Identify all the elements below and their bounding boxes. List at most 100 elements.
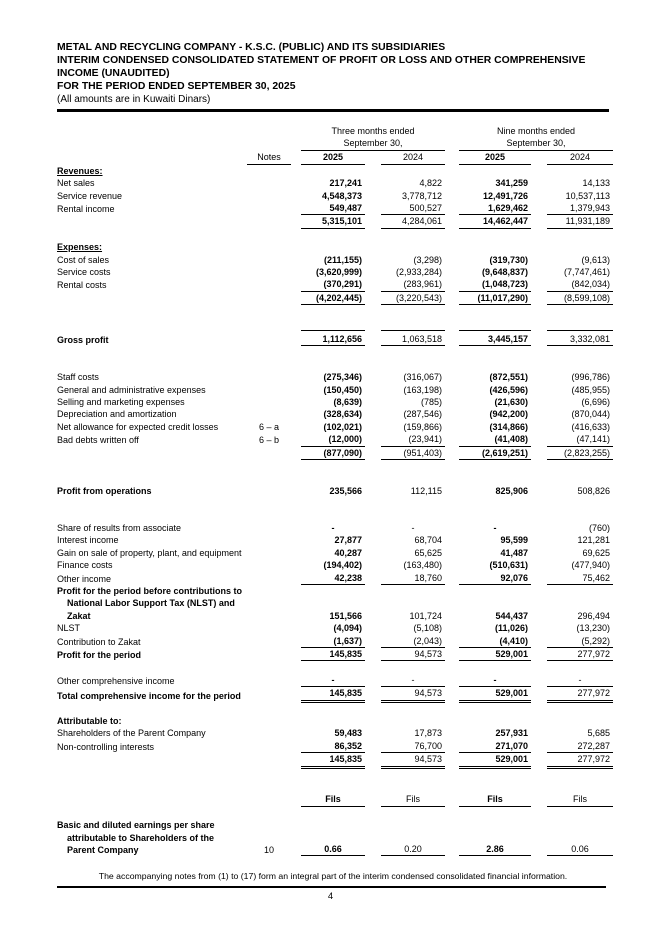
value-cell: (842,034)	[547, 278, 613, 292]
value-cell: (8,599,108)	[547, 292, 613, 306]
table-row: Gross profit 1,112,656 1,063,518 3,445,157 3…	[57, 329, 613, 347]
value-cell: (3,620,999)	[315, 266, 362, 277]
row-label: Total comprehensive income for the perio…	[57, 691, 241, 702]
value-cell: 3,445,157	[459, 329, 531, 347]
value-cell: (8,639)	[333, 396, 362, 407]
value-cell: 529,001	[459, 687, 531, 703]
table-row: Revenues:	[57, 165, 609, 177]
table-row: (4,202,445) (3,220,543) (11,017,290) (8,599…	[57, 292, 613, 306]
spacer-row	[57, 661, 609, 673]
table-row: Gain on sale of property, plant, and equ…	[57, 547, 610, 559]
value-cell: 1,379,943	[547, 202, 613, 216]
value-cell: 94,573	[381, 648, 445, 662]
value-cell: (760)	[588, 522, 610, 533]
value-cell: 1,063,518	[381, 329, 445, 347]
note-reference: 10	[263, 845, 274, 856]
value-cell: 121,281	[577, 535, 610, 546]
column-group-nine-months: Nine months ended September 30,	[459, 125, 613, 152]
value-cell: 151,566	[329, 610, 362, 621]
row-label: Net allowance for expected credit losses	[57, 421, 219, 432]
value-cell: (211,155)	[323, 254, 362, 265]
value-cell: (872,551)	[489, 372, 528, 383]
value-cell: (416,633)	[571, 421, 610, 432]
table-row: Non-controlling interests 86,352 76,700 271…	[57, 740, 613, 754]
row-label: Service revenue	[57, 190, 123, 201]
year-header-2025-9m: 2025	[459, 151, 531, 165]
value-cell: (287,546)	[403, 409, 442, 420]
table-row: Profit for the period before contributio…	[57, 585, 610, 622]
value-cell: (47,141)	[547, 433, 613, 447]
value-cell: 145,835	[301, 687, 365, 703]
row-label: Profit for the period before contributio…	[57, 585, 245, 622]
spacer-row	[57, 497, 609, 509]
row-label: Cost of sales	[57, 254, 110, 265]
value-cell: (11,026)	[494, 623, 528, 634]
value-cell: 65,625	[414, 547, 442, 558]
value-cell: (477,940)	[571, 560, 610, 571]
value-cell: (9,648,837)	[481, 266, 528, 277]
spacer-row	[57, 359, 609, 371]
value-cell: 94,573	[381, 753, 445, 769]
value-cell: 296,494	[577, 610, 610, 621]
value-cell: 235,566	[329, 485, 362, 496]
table-row: Profit from operations 235,566 112,115 825,…	[57, 485, 610, 497]
value-cell: 94,573	[381, 687, 445, 703]
notes-column-header: Notes	[247, 151, 291, 165]
row-label: Contribution to Zakat	[57, 636, 141, 647]
row-label: Depreciation and amortization	[57, 409, 177, 420]
value-cell: (1,637)	[301, 635, 365, 649]
value-cell: 4,548,373	[321, 190, 362, 201]
spacer-row	[57, 807, 609, 819]
value-cell: 5,315,101	[301, 215, 365, 229]
value-cell: (510,631)	[489, 560, 528, 571]
value-cell: (41,408)	[459, 433, 531, 447]
value-cell: (316,067)	[403, 372, 442, 383]
currency-note: (All amounts are in Kuwaiti Dinars)	[57, 94, 211, 105]
value-cell: 95,599	[500, 535, 528, 546]
group-subtitle: September 30,	[459, 137, 613, 152]
year-header-2024-3m: 2024	[381, 151, 445, 165]
document-header: METAL AND RECYCLING COMPANY - K.S.C. (PU…	[57, 41, 609, 106]
table-row: Service revenue 4,548,373 3,778,712 12,491,…	[57, 190, 610, 202]
spacer-row	[57, 460, 609, 472]
table-row: Selling and marketing expenses (8,639) (78…	[57, 396, 610, 408]
table-row: Fils Fils Fils Fils	[57, 793, 613, 807]
table-row: Expenses:	[57, 241, 609, 253]
table-row: Attributable to:	[57, 715, 609, 727]
spacer-row	[57, 703, 609, 715]
section-label: Revenues:	[57, 165, 103, 176]
label-line: Profit for the period before contributio…	[57, 585, 242, 596]
value-cell: Fils	[547, 793, 613, 807]
value-cell: 17,873	[414, 728, 442, 739]
note-reference: 6 – a	[258, 421, 280, 432]
value-cell: (942,200)	[489, 409, 528, 420]
table-row: Finance costs (194,402) (163,480) (510,631)…	[57, 559, 610, 571]
value-cell: 277,972	[547, 753, 613, 769]
value-cell: (13,230)	[576, 623, 610, 634]
value-cell: 76,700	[381, 740, 445, 754]
section-label: Attributable to:	[57, 716, 122, 727]
value-cell: 257,931	[495, 728, 528, 739]
value-cell: (11,017,290)	[459, 292, 531, 306]
value-cell: 5,685	[587, 728, 610, 739]
value-cell: 4,284,061	[381, 215, 445, 229]
value-cell: (2,043)	[381, 635, 445, 649]
group-title: Nine months ended	[496, 125, 576, 136]
table-row: Bad debts written off 6 – b (12,000) (23,94…	[57, 433, 613, 447]
value-cell: 11,931,189	[547, 215, 613, 229]
header-rule	[57, 109, 609, 112]
page-content: METAL AND RECYCLING COMPANY - K.S.C. (PU…	[57, 41, 613, 882]
value-cell: (9,613)	[581, 254, 610, 265]
table-row: Staff costs (275,346) (316,067) (872,551) (9…	[57, 371, 610, 383]
value-cell: 59,483	[334, 728, 362, 739]
row-label: Share of results from associate	[57, 522, 182, 533]
value-cell: (5,292)	[547, 635, 613, 649]
row-label: Shareholders of the Parent Company	[57, 728, 206, 739]
footer-rule	[57, 886, 606, 888]
value-cell: (951,403)	[381, 447, 445, 460]
value-cell: (426,596)	[489, 384, 528, 395]
row-label: Net sales	[57, 178, 95, 189]
value-cell: 0.20	[381, 843, 445, 857]
value-cell: (2,619,251)	[459, 447, 531, 460]
spacer-row	[57, 318, 609, 330]
